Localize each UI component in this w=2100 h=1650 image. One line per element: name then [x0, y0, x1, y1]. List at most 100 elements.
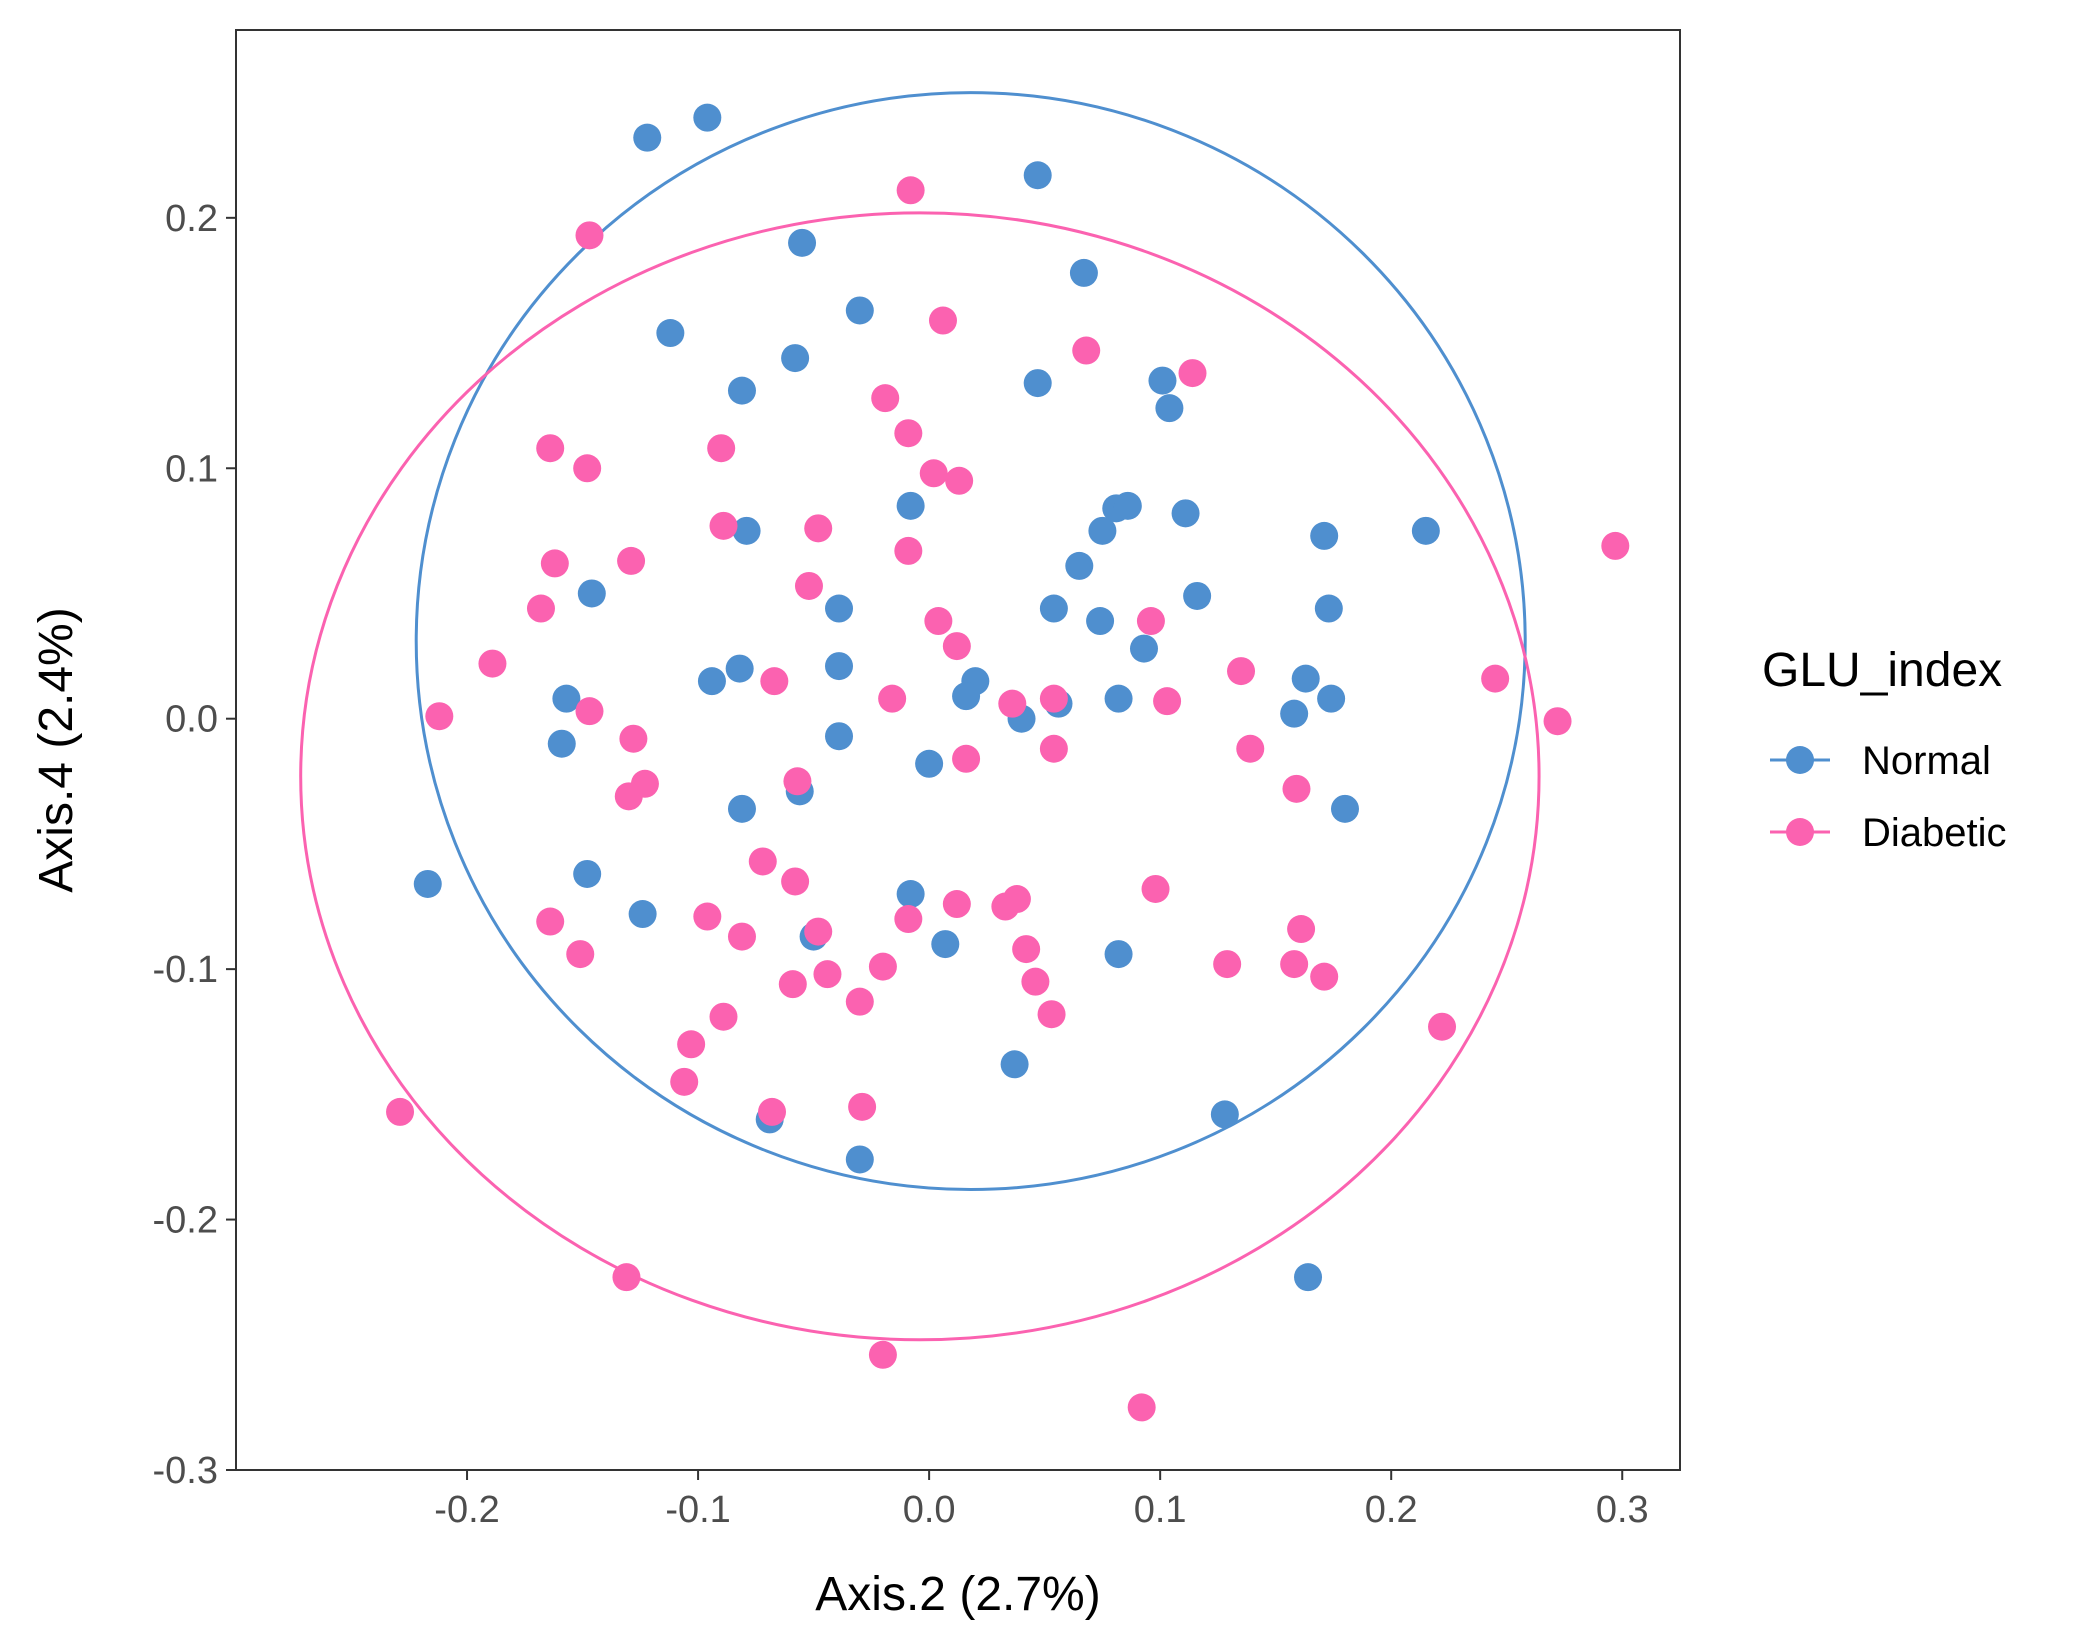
x-tick-label: 0.3: [1596, 1489, 1649, 1531]
point-diabetic-50: [1002, 885, 1031, 914]
legend-item-normal: Normal: [1770, 739, 1991, 783]
point-normal-18: [1411, 516, 1440, 545]
point-diabetic-46: [693, 902, 722, 931]
point-diabetic-61: [778, 970, 807, 999]
ellipse-normal: [414, 91, 1527, 1192]
point-diabetic-32: [575, 697, 604, 726]
point-diabetic-63: [845, 987, 874, 1016]
point-diabetic-52: [804, 917, 833, 946]
y-axis-title: Axis.4 (2.4%): [30, 607, 83, 892]
point-diabetic-20: [924, 607, 953, 636]
point-normal-26: [1314, 594, 1343, 623]
point-diabetic-53: [1287, 915, 1316, 944]
plot-panel-border: [235, 29, 1681, 1471]
point-normal-28: [725, 654, 754, 683]
point-normal-45: [1330, 794, 1359, 823]
point-normal-27: [1129, 634, 1158, 663]
y-axis: -0.3 -0.2 -0.1 0.0 0.1 0.2: [153, 198, 236, 1492]
point-diabetic-37: [1236, 734, 1265, 763]
point-diabetic-58: [1213, 950, 1242, 979]
point-normal-44: [727, 794, 756, 823]
point-diabetic-69: [848, 1092, 877, 1121]
point-diabetic-62: [1021, 967, 1050, 996]
point-normal-19: [1310, 521, 1339, 550]
point-normal-9: [1023, 369, 1052, 398]
point-diabetic-13: [804, 514, 833, 543]
point-diabetic-43: [781, 867, 810, 896]
point-diabetic-56: [868, 952, 897, 981]
point-diabetic-5: [871, 384, 900, 413]
point-normal-29: [825, 652, 854, 681]
x-tick-label: 0.0: [903, 1489, 956, 1531]
legend-label-normal: Normal: [1862, 739, 1991, 783]
ellipse-diabetic: [299, 211, 1541, 1342]
point-diabetic-24: [1227, 657, 1256, 686]
point-normal-7: [781, 344, 810, 373]
point-normal-23: [1039, 594, 1068, 623]
point-normal-49: [896, 880, 925, 908]
point-normal-54: [1210, 1100, 1239, 1129]
point-diabetic-28: [1153, 687, 1182, 716]
point-diabetic-60: [1310, 962, 1339, 991]
point-normal-42: [915, 749, 944, 778]
point-diabetic-74: [1127, 1393, 1156, 1422]
legend-label-diabetic: Diabetic: [1862, 811, 2007, 855]
point-diabetic-47: [894, 905, 923, 934]
point-diabetic-26: [760, 667, 789, 696]
ellipses-layer: [299, 91, 1541, 1342]
point-diabetic-34: [619, 724, 648, 753]
point-normal-33: [552, 684, 581, 713]
point-normal-24: [825, 594, 854, 623]
point-diabetic-68: [670, 1067, 699, 1096]
point-diabetic-9: [573, 454, 602, 483]
point-normal-21: [577, 579, 606, 608]
legend-title: GLU_index: [1762, 644, 2002, 697]
point-normal-4: [656, 319, 685, 348]
point-diabetic-54: [566, 940, 595, 969]
point-normal-52: [1104, 940, 1133, 969]
point-diabetic-72: [612, 1263, 641, 1292]
point-normal-15: [1171, 499, 1200, 528]
point-normal-11: [1155, 394, 1184, 423]
point-normal-17: [1088, 516, 1117, 545]
point-normal-51: [931, 930, 960, 959]
point-normal-36: [1317, 684, 1346, 713]
point-normal-53: [1000, 1050, 1029, 1079]
point-normal-57: [1294, 1263, 1323, 1292]
x-tick-label: -0.1: [665, 1489, 730, 1531]
x-tick-label: 0.2: [1365, 1489, 1418, 1531]
point-diabetic-22: [942, 632, 971, 661]
point-diabetic-40: [614, 782, 643, 811]
point-diabetic-18: [794, 571, 823, 600]
point-normal-20: [1065, 551, 1094, 580]
point-normal-35: [1104, 684, 1133, 713]
points-layer: [386, 103, 1630, 1422]
point-diabetic-10: [919, 459, 948, 488]
point-diabetic-70: [758, 1097, 787, 1126]
x-axis: -0.2 -0.1 0.0 0.1 0.2 0.3: [434, 1470, 1649, 1531]
point-normal-47: [573, 859, 602, 888]
point-diabetic-4: [1178, 359, 1207, 388]
point-normal-22: [1183, 581, 1212, 610]
point-normal-46: [413, 869, 442, 898]
point-normal-40: [547, 729, 576, 758]
point-diabetic-27: [878, 684, 907, 713]
point-diabetic-6: [894, 419, 923, 448]
point-normal-25: [1086, 607, 1115, 636]
point-diabetic-11: [945, 466, 974, 495]
point-diabetic-48: [942, 890, 971, 919]
point-diabetic-51: [727, 922, 756, 951]
legend-item-diabetic: Diabetic: [1770, 811, 2007, 855]
point-diabetic-0: [896, 176, 925, 205]
point-diabetic-39: [783, 767, 812, 796]
point-diabetic-64: [709, 1002, 738, 1031]
point-normal-10: [1148, 366, 1177, 395]
point-diabetic-36: [1039, 734, 1068, 763]
point-diabetic-16: [540, 549, 569, 578]
point-normal-16: [732, 516, 761, 545]
point-diabetic-66: [677, 1030, 706, 1059]
x-tick-label: 0.1: [1134, 1489, 1187, 1531]
point-diabetic-59: [1280, 950, 1309, 979]
